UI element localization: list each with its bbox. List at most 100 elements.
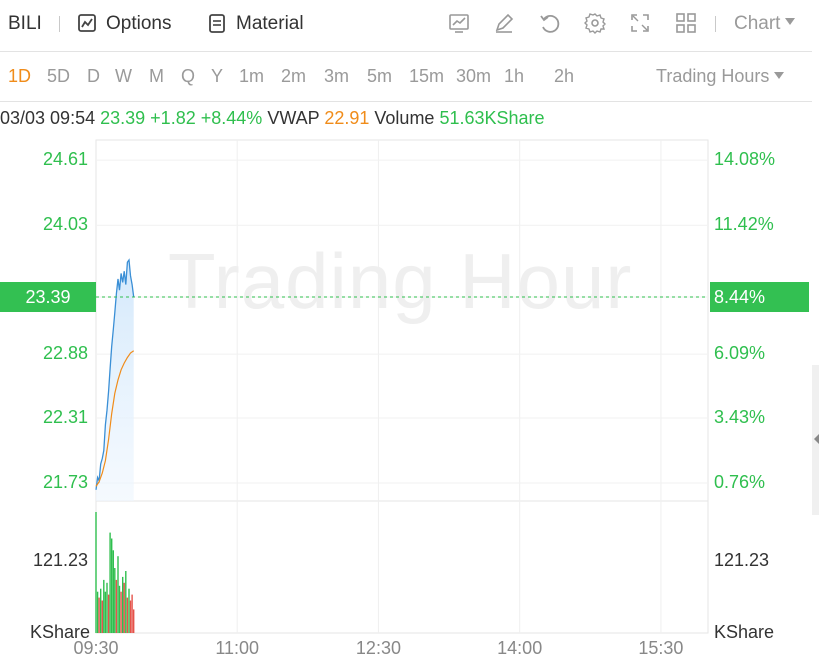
pencil-icon[interactable]: [493, 12, 515, 39]
period-tab-1d[interactable]: 1D: [8, 66, 32, 86]
period-tab-30m[interactable]: 30m: [456, 66, 492, 86]
quote-change-pct: +8.44%: [200, 108, 263, 128]
toolbar-separator: [715, 16, 716, 32]
price-axis-label-left: 24.61: [42, 149, 88, 170]
undo-icon[interactable]: [538, 12, 560, 39]
price-axis-label-left: 22.88: [42, 343, 88, 364]
period-tab-15m[interactable]: 15m: [409, 66, 445, 86]
volume-bar: [111, 538, 113, 633]
chart-type-label: Chart: [734, 13, 781, 34]
volume-bar: [125, 571, 127, 633]
volume-axis-label-left: 121.23: [32, 550, 88, 571]
vwap-label: VWAP: [267, 108, 320, 128]
period-tab-2h[interactable]: 2h: [554, 66, 575, 86]
chevron-down-icon: [785, 18, 796, 26]
chart-icon[interactable]: [448, 12, 470, 39]
volume-bar: [126, 597, 129, 633]
scroll-left-icon[interactable]: [814, 434, 819, 444]
material-button[interactable]: Material: [236, 13, 304, 34]
volume-value: 51.63KShare: [439, 108, 545, 128]
period-tab-2m[interactable]: 2m: [281, 66, 307, 86]
pct-axis-label-right: 6.09%: [714, 343, 766, 364]
chevron-down-icon: [774, 71, 785, 79]
period-tab-m[interactable]: M: [149, 66, 164, 86]
period-tab-5m[interactable]: 5m: [367, 66, 393, 86]
period-divider: [0, 101, 812, 102]
quote-datetime: 03/03 09:54: [0, 108, 96, 128]
pct-axis-label-right: 14.08%: [714, 149, 776, 170]
volume-bar: [106, 582, 108, 633]
volume-bar: [109, 532, 111, 633]
grid-icon[interactable]: [675, 12, 697, 39]
period-tab-3m[interactable]: 3m: [324, 66, 350, 86]
volume-bar: [107, 594, 110, 633]
volume-bar: [120, 591, 122, 633]
ticker-label[interactable]: BILI: [8, 13, 42, 34]
vwap-value: 22.91: [324, 108, 370, 128]
price-line: [95, 258, 135, 490]
toolbar-separator: [59, 16, 60, 32]
fullscreen-icon[interactable]: [629, 12, 651, 39]
volume-bar: [122, 576, 124, 633]
vwap-line: [95, 350, 135, 487]
pct-axis-label-right: 11.42%: [714, 214, 774, 235]
price-axis-label-left: 22.31: [42, 407, 88, 428]
period-tab-1m[interactable]: 1m: [239, 66, 265, 86]
quote-info-line: 03/03 09:54 23.39 +1.82 +8.44% VWAP 22.9…: [0, 108, 545, 129]
current-price-tag: 23.39: [0, 281, 96, 312]
options-button[interactable]: Options: [106, 13, 172, 34]
session-dropdown-label: Trading Hours: [656, 66, 770, 86]
volume-bar: [117, 556, 119, 633]
price-axis-label-left: 24.03: [42, 214, 88, 235]
volume-bar: [118, 585, 121, 633]
volume-bar: [100, 588, 102, 633]
material-icon[interactable]: [206, 12, 228, 39]
volume-bar: [129, 600, 132, 633]
volume-bar: [128, 588, 130, 633]
time-axis-label: 15:30: [638, 638, 684, 658]
volume-axis-label-right: 121.23: [714, 550, 770, 571]
options-icon[interactable]: [76, 12, 98, 39]
current-pct-tag: 8.44%: [710, 281, 809, 312]
volume-bar: [114, 568, 116, 633]
volume-unit-label-left: KShare: [30, 622, 91, 642]
quote-price: 23.39: [100, 108, 146, 128]
toolbar-divider: [0, 51, 812, 52]
watermark: Trading Hour: [168, 237, 633, 325]
volume-unit-label-right: KShare: [714, 622, 775, 642]
period-tab-5d[interactable]: 5D: [47, 66, 71, 86]
time-axis-label: 09:30: [73, 638, 119, 658]
chart-type-dropdown[interactable]: Chart: [734, 13, 796, 35]
period-tab-q[interactable]: Q: [181, 66, 196, 86]
volume-bar: [101, 600, 103, 633]
quote-change: +1.82: [150, 108, 196, 128]
toolbar: BILI Options Material Chart: [0, 0, 819, 50]
volume-bar: [133, 609, 135, 633]
pct-axis-label-right: 0.76%: [714, 472, 766, 493]
time-axis-label: 14:00: [497, 638, 543, 658]
volume-bar: [115, 579, 118, 633]
price-area: [96, 260, 134, 501]
session-dropdown[interactable]: Trading Hours: [656, 66, 785, 87]
volume-label: Volume: [374, 108, 435, 128]
volume-bar: [131, 594, 133, 633]
chart-frame: [95, 139, 709, 634]
volume-bar: [103, 579, 105, 633]
volume-bar: [123, 582, 125, 633]
time-axis-label: 11:00: [215, 638, 260, 658]
gear-icon[interactable]: [584, 12, 606, 39]
period-tabs: 1D 5D D W M Q Y 1m 2m 3m 5m 15m 30m 1h 2h: [0, 52, 812, 101]
time-axis-label: 12:30: [355, 638, 401, 658]
volume-bar: [95, 512, 97, 633]
volume-bar: [96, 591, 99, 633]
volume-bar: [112, 550, 114, 633]
period-tab-d[interactable]: D: [87, 66, 100, 86]
period-tab-w[interactable]: W: [115, 66, 132, 86]
pct-axis-label-right: 3.43%: [714, 407, 766, 428]
volume-bar: [98, 597, 100, 633]
volume-bar: [104, 591, 107, 633]
period-tab-y[interactable]: Y: [211, 66, 224, 86]
price-axis-label-left: 21.73: [42, 472, 88, 493]
period-tab-1h[interactable]: 1h: [504, 66, 525, 86]
